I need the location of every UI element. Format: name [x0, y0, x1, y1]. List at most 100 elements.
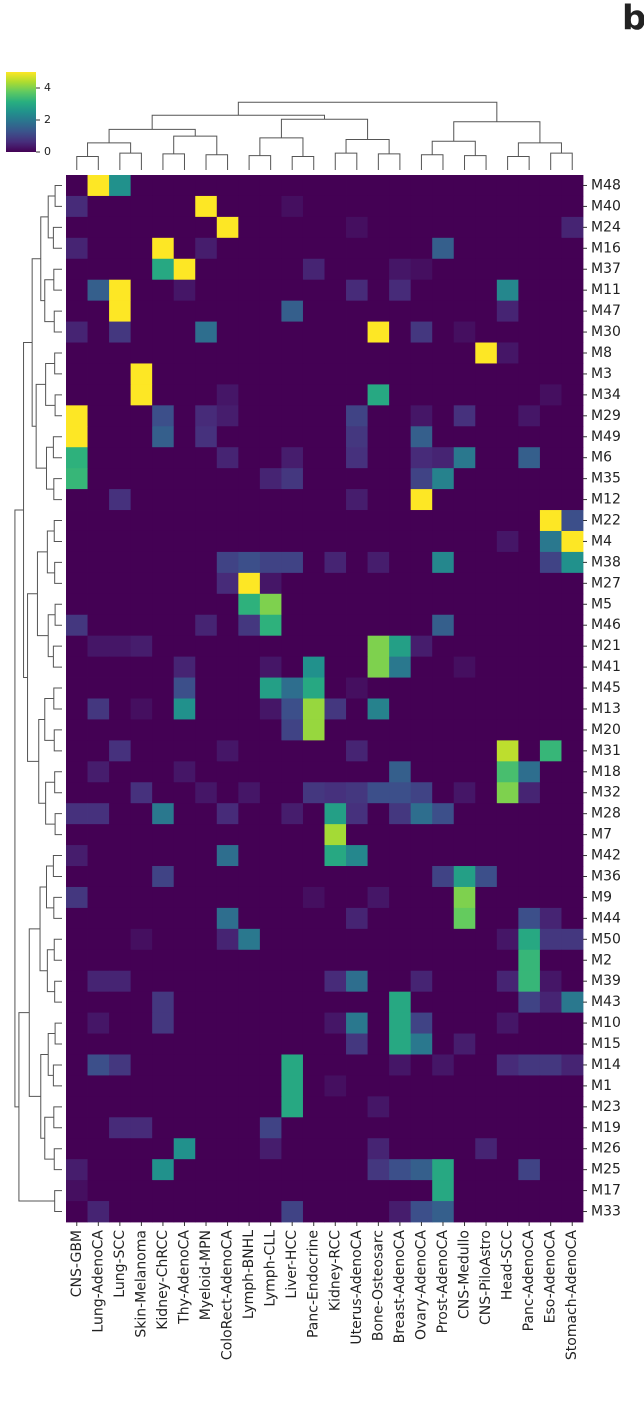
heatmap-cell [216, 1033, 239, 1055]
heatmap-cell [152, 216, 175, 239]
heatmap-cell [302, 803, 325, 825]
heatmap-cell [324, 803, 347, 825]
heatmap-cell [367, 1201, 390, 1223]
heatmap-cell [432, 258, 455, 281]
row-label: M36 [591, 868, 621, 884]
heatmap-cell [152, 572, 175, 595]
heatmap-cell [173, 363, 196, 385]
heatmap-cell [475, 468, 498, 490]
dendrogram-link [44, 279, 55, 323]
heatmap-cell [130, 530, 153, 553]
heatmap-cell [281, 970, 304, 993]
heatmap-cell [195, 468, 218, 490]
heatmap-cell [109, 1117, 132, 1139]
heatmap-cell [66, 803, 88, 825]
heatmap-cell [66, 593, 88, 616]
dendrogram-link [54, 813, 62, 836]
heatmap-cell [518, 321, 541, 343]
heatmap-cell [346, 1012, 368, 1034]
heatmap-cell [109, 342, 132, 364]
heatmap-cell [87, 1054, 110, 1076]
heatmap-cell [324, 321, 347, 343]
row-label: M45 [591, 680, 621, 696]
heatmap-cell [281, 1201, 304, 1223]
heatmap-cell [518, 1201, 541, 1223]
heatmap-cell [302, 1096, 325, 1118]
heatmap-cell [324, 886, 347, 909]
heatmap-cell [87, 970, 110, 993]
heatmap-cell [539, 698, 562, 720]
heatmap-cell [216, 1054, 239, 1076]
heatmap-cell [195, 614, 218, 637]
heatmap-cell [367, 195, 390, 218]
heatmap-cell [216, 489, 239, 511]
heatmap-cell [259, 782, 282, 804]
heatmap-cell [346, 258, 368, 281]
heatmap-cell [432, 761, 455, 783]
heatmap-cell [346, 489, 368, 511]
heatmap-cell [109, 195, 132, 218]
heatmap-cell [496, 363, 519, 385]
heatmap-cell [453, 279, 476, 302]
heatmap-cell [453, 1138, 476, 1160]
heatmap-cell [216, 761, 239, 783]
heatmap-cell [238, 468, 261, 490]
heatmap-cell [475, 216, 498, 239]
dendrogram-link [36, 551, 49, 637]
heatmap-cell [346, 405, 368, 427]
heatmap-cell [302, 447, 325, 469]
dendrogram-link [53, 310, 62, 333]
heatmap-cell [432, 1180, 455, 1202]
heatmap-cell [475, 824, 498, 846]
heatmap-cell [346, 363, 368, 385]
heatmap-cell [346, 1117, 368, 1139]
heatmap-cell [87, 1159, 110, 1181]
heatmap-cell [410, 447, 433, 469]
heatmap-cell [410, 468, 433, 490]
heatmap-cell [561, 468, 584, 490]
heatmap-cell [518, 991, 541, 1013]
heatmap-cell [195, 447, 218, 469]
heatmap-cell [130, 175, 153, 197]
heatmap-cell [389, 719, 412, 741]
row-label: M37 [591, 261, 621, 277]
heatmap-cell [302, 1180, 325, 1202]
heatmap-cell [367, 907, 390, 930]
heatmap-cell [195, 384, 218, 406]
heatmap-cell [130, 635, 153, 658]
dendrogram-link [53, 687, 62, 710]
heatmap-cell [539, 803, 562, 825]
heatmap-cell [173, 447, 196, 469]
heatmap-cell [432, 572, 455, 595]
heatmap-cell [109, 426, 132, 448]
heatmap-cell [539, 1096, 562, 1118]
heatmap-cell [87, 195, 110, 218]
heatmap-cell [66, 782, 88, 804]
heatmap-cell [561, 1201, 584, 1223]
heatmap-cell [109, 677, 132, 699]
heatmap-cell [195, 677, 218, 699]
heatmap-cell [561, 426, 584, 448]
heatmap-cell [324, 1054, 347, 1076]
heatmap-cell [216, 593, 239, 616]
heatmap-cell [173, 489, 196, 511]
heatmap-cell [130, 845, 153, 867]
heatmap-cell [259, 447, 282, 469]
dendrogram-link [54, 980, 62, 1003]
heatmap-cell [66, 1033, 88, 1055]
heatmap-cell [109, 468, 132, 490]
heatmap-cell [216, 928, 239, 951]
heatmap-cell [130, 886, 153, 909]
heatmap-cell [496, 970, 519, 993]
heatmap-cell [324, 1075, 347, 1097]
heatmap-cell [302, 468, 325, 490]
heatmap-cell [496, 1138, 519, 1160]
colorbar-tick-label: 2 [44, 113, 51, 126]
heatmap-cell [475, 991, 498, 1013]
heatmap-cell [324, 740, 347, 762]
heatmap-cell [346, 991, 368, 1013]
heatmap-cell [195, 886, 218, 909]
heatmap-cell [389, 656, 412, 678]
heatmap-cell [152, 405, 175, 427]
heatmap-cell [259, 342, 282, 364]
